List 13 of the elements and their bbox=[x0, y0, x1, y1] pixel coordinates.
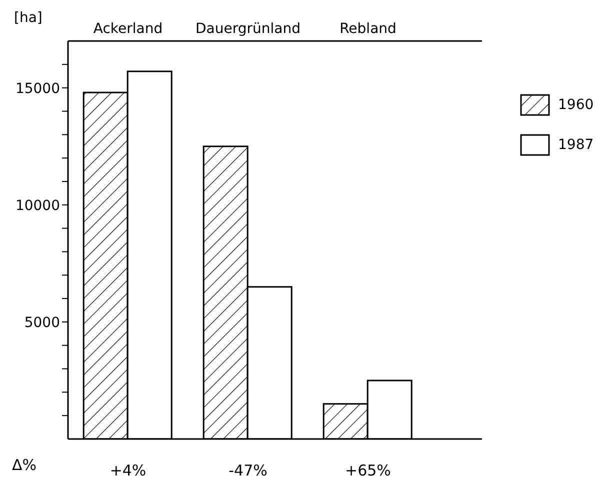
legend-label: 1987 bbox=[558, 136, 594, 155]
x-tick-label: Dauergrünland bbox=[196, 21, 300, 37]
x-tick-label: Ackerland bbox=[93, 21, 163, 37]
annotation: +4% bbox=[110, 462, 146, 480]
y-tick-label: 5000 bbox=[24, 314, 60, 331]
y-tick-label: 15000 bbox=[15, 80, 60, 97]
y-tick-label: 10000 bbox=[15, 198, 60, 214]
annotation: +65% bbox=[345, 462, 391, 480]
x-tick-label: Rebland bbox=[340, 21, 396, 37]
legend-label: 1960 bbox=[558, 96, 594, 115]
annotation: -47% bbox=[228, 462, 268, 480]
y-axis-title: [ha] bbox=[14, 10, 42, 26]
text: Δ% bbox=[12, 456, 37, 474]
